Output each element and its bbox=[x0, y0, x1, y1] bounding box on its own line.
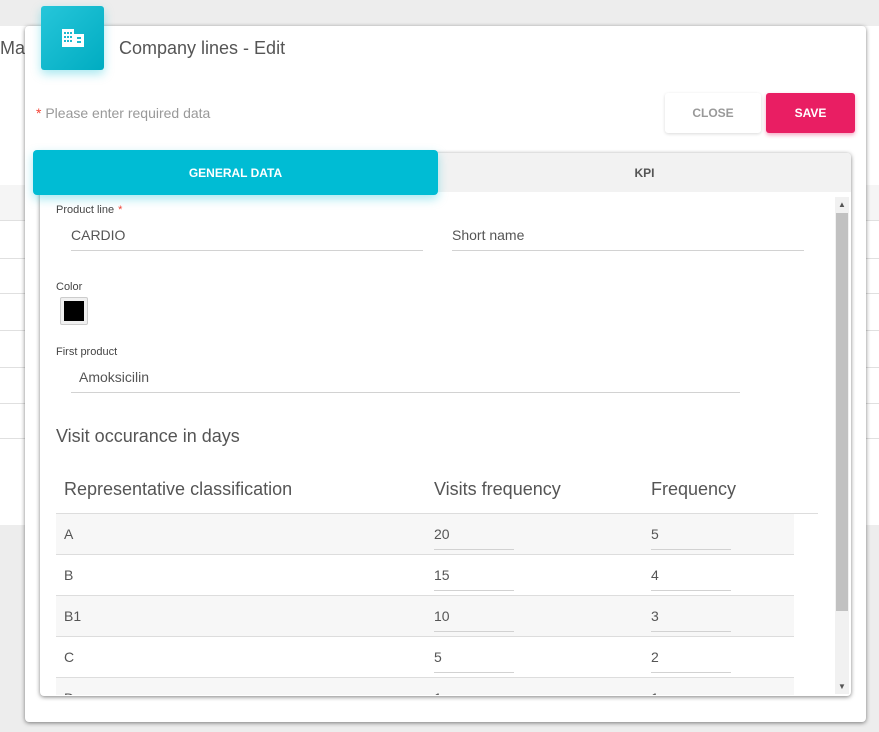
frequency-input[interactable]: 4 bbox=[651, 567, 731, 591]
required-star: * bbox=[36, 105, 42, 121]
product-line-label: Product line * bbox=[56, 204, 122, 216]
visits-frequency-input[interactable]: 20 bbox=[434, 526, 514, 550]
frequency-input[interactable]: 2 bbox=[651, 649, 731, 673]
table-row: C 5 2 bbox=[56, 637, 794, 678]
first-product-input[interactable]: Amoksicilin bbox=[71, 369, 740, 393]
column-header-frequency: Frequency bbox=[651, 479, 737, 499]
color-picker[interactable]: ▲ bbox=[60, 297, 88, 325]
classification-cell: C bbox=[64, 649, 75, 665]
product-line-label-text: Product line bbox=[56, 204, 115, 216]
required-star: * bbox=[118, 204, 123, 216]
color-swatch bbox=[64, 301, 84, 321]
product-line-input[interactable]: CARDIO bbox=[71, 227, 423, 251]
tab-general-data[interactable]: GENERAL DATA bbox=[33, 150, 438, 195]
tab-kpi[interactable]: KPI bbox=[634, 165, 655, 180]
visits-frequency-input[interactable]: 5 bbox=[434, 649, 514, 673]
frequency-input[interactable]: 3 bbox=[651, 608, 731, 632]
column-header-visits-frequency: Visits frequency bbox=[434, 479, 561, 499]
first-product-label: First product bbox=[56, 346, 118, 358]
section-title: Visit occurance in days bbox=[56, 426, 240, 446]
classification-cell: B bbox=[64, 567, 74, 583]
short-name-input[interactable]: Short name bbox=[452, 227, 804, 251]
building-icon bbox=[41, 6, 104, 70]
visits-frequency-input[interactable]: 10 bbox=[434, 608, 514, 632]
scroll-up-icon[interactable]: ▲ bbox=[838, 200, 846, 209]
frequency-input[interactable]: 5 bbox=[651, 526, 731, 550]
header-divider bbox=[56, 513, 818, 514]
close-button[interactable]: CLOSE bbox=[665, 93, 761, 133]
classification-cell: D bbox=[64, 690, 74, 695]
caret-up-icon: ▲ bbox=[79, 317, 85, 323]
scrollbar[interactable]: ▲ ▼ bbox=[835, 197, 849, 694]
dialog-title: Company lines - Edit bbox=[119, 38, 286, 58]
save-button[interactable]: SAVE bbox=[766, 93, 855, 133]
form-scroll-area: Product line * CARDIO Short name Color ▲ … bbox=[41, 192, 835, 695]
color-label: Color bbox=[56, 281, 83, 293]
visits-frequency-input[interactable]: 1 bbox=[434, 690, 514, 695]
scrollbar-thumb[interactable] bbox=[836, 213, 848, 611]
table-row: D 1 1 bbox=[56, 678, 794, 695]
visits-frequency-input[interactable]: 15 bbox=[434, 567, 514, 591]
required-note-text: Please enter required data bbox=[45, 105, 211, 121]
table-row: B 15 4 bbox=[56, 555, 794, 596]
scroll-down-icon[interactable]: ▼ bbox=[838, 682, 846, 691]
classification-cell: A bbox=[64, 526, 74, 542]
table-row: A 20 5 bbox=[56, 514, 794, 555]
classification-cell: B1 bbox=[64, 608, 82, 624]
frequency-input[interactable]: 1 bbox=[651, 690, 731, 695]
required-note: * Please enter required data bbox=[36, 105, 210, 121]
column-header-classification: Representative classification bbox=[64, 479, 293, 499]
table-row: B1 10 3 bbox=[56, 596, 794, 637]
